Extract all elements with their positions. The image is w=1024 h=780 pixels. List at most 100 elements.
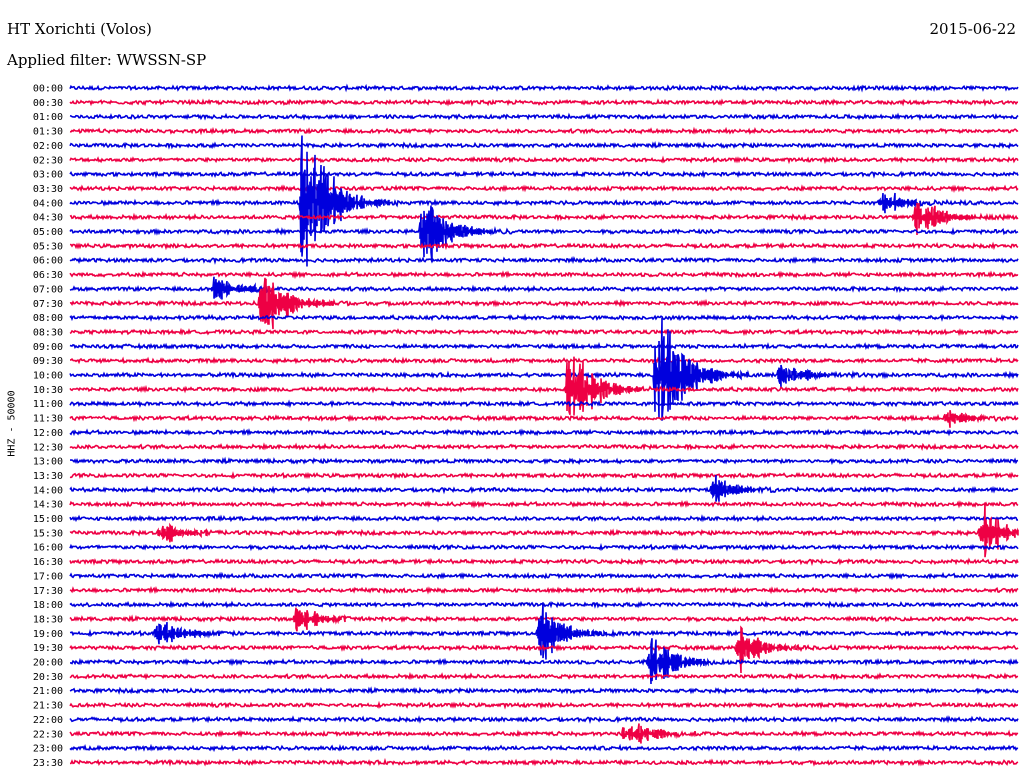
trace-0100 — [69, 112, 1019, 121]
row-time-label: 05:00 — [33, 227, 63, 238]
row-time-label: 19:00 — [33, 629, 63, 640]
trace-1230 — [69, 442, 1019, 452]
row-time-label: 13:30 — [33, 471, 63, 482]
trace-0900 — [69, 342, 1019, 351]
row-time-label: 20:00 — [33, 658, 63, 669]
trace-1430 — [69, 499, 1019, 509]
row-time-label: 21:00 — [33, 686, 63, 697]
trace-0430 — [69, 202, 1019, 236]
trace-1630 — [69, 557, 1019, 567]
row-time-label: 18:00 — [33, 600, 63, 611]
trace-2030 — [69, 671, 1019, 681]
trace-0830 — [69, 327, 1019, 337]
row-time-label: 12:00 — [33, 428, 63, 439]
row-time-label: 16:30 — [33, 557, 63, 568]
row-time-label: 06:30 — [33, 270, 63, 281]
trace-0800 — [69, 313, 1019, 322]
row-time-label: 04:30 — [33, 213, 63, 224]
trace-1600 — [69, 542, 1019, 552]
row-time-label: 00:00 — [33, 84, 63, 95]
trace-2130 — [69, 700, 1018, 710]
row-time-label: 20:30 — [33, 672, 63, 683]
trace-2300 — [69, 743, 1019, 753]
trace-0700 — [69, 276, 1019, 300]
date-label: 2015-06-22 — [929, 20, 1016, 38]
trace-2000 — [70, 638, 1019, 685]
row-time-label: 01:00 — [33, 112, 63, 123]
row-time-label: 10:00 — [33, 371, 63, 382]
row-time-label: 02:00 — [33, 141, 63, 152]
trace-2100 — [69, 686, 1019, 695]
row-time-label: 05:30 — [33, 241, 63, 252]
trace-2330 — [69, 757, 1019, 767]
row-time-label: 22:00 — [33, 715, 63, 726]
row-time-label: 00:30 — [33, 98, 63, 109]
trace-0130 — [69, 126, 1019, 136]
trace-1330 — [69, 471, 1019, 480]
trace-1800 — [69, 600, 1019, 609]
trace-0030 — [69, 98, 1019, 107]
trace-1130 — [69, 410, 1019, 428]
trace-0530 — [69, 241, 1019, 251]
row-time-label: 03:30 — [33, 184, 63, 195]
trace-0230 — [69, 155, 1019, 165]
row-time-label: 23:00 — [33, 744, 63, 755]
trace-1830 — [69, 607, 1019, 632]
trace-1700 — [69, 571, 1019, 581]
row-time-label: 18:30 — [33, 614, 63, 625]
trace-0000 — [69, 83, 1019, 93]
row-time-label: 15:00 — [33, 514, 63, 525]
row-time-label: 10:30 — [33, 385, 63, 396]
row-time-label: 06:00 — [33, 256, 63, 267]
row-time-label: 14:30 — [33, 500, 63, 511]
row-time-label: 16:00 — [33, 543, 63, 554]
trace-1300 — [70, 456, 1019, 466]
trace-0730 — [69, 277, 1019, 330]
row-time-label: 21:30 — [33, 701, 63, 712]
row-time-label: 17:00 — [33, 571, 63, 582]
row-time-label: 09:30 — [33, 356, 63, 367]
row-time-label: 19:30 — [33, 643, 63, 654]
row-time-label: 07:00 — [33, 284, 63, 295]
row-time-label: 04:00 — [33, 198, 63, 209]
row-time-label: 01:30 — [33, 127, 63, 138]
trace-2200 — [69, 715, 1019, 725]
trace-0930 — [70, 356, 1019, 365]
row-time-label: 08:30 — [33, 327, 63, 338]
row-time-label: 08:00 — [33, 313, 63, 324]
trace-0500 — [69, 205, 1019, 262]
row-time-label: 09:00 — [33, 342, 63, 353]
trace-1100 — [69, 399, 1019, 409]
trace-1200 — [69, 428, 1019, 437]
trace-1000 — [69, 317, 1019, 421]
trace-1930 — [69, 625, 1019, 674]
trace-1500 — [69, 514, 1019, 523]
station-title: HT Xorichti (Volos) — [7, 20, 152, 38]
row-time-label: 13:00 — [33, 457, 63, 468]
trace-1730 — [69, 586, 1019, 595]
row-time-label: 17:30 — [33, 586, 63, 597]
row-time-label: 11:00 — [33, 399, 63, 410]
trace-1400 — [69, 475, 1019, 502]
trace-0200 — [69, 140, 1019, 150]
row-time-label: 14:00 — [33, 485, 63, 496]
row-time-label: 15:30 — [33, 528, 63, 539]
trace-1530 — [69, 502, 1019, 558]
trace-0330 — [69, 184, 1019, 193]
row-time-label: 23:30 — [33, 758, 63, 769]
row-time-label: 11:30 — [33, 414, 63, 425]
trace-0600 — [69, 256, 1019, 265]
row-time-label: 02:30 — [33, 155, 63, 166]
trace-0630 — [69, 270, 1019, 280]
row-time-label: 07:30 — [33, 299, 63, 310]
trace-0300 — [69, 169, 1019, 179]
row-time-label: 12:30 — [33, 442, 63, 453]
trace-0400 — [69, 135, 1019, 267]
trace-2230 — [69, 723, 1019, 744]
row-time-label: 03:00 — [33, 170, 63, 181]
trace-1900 — [69, 602, 1019, 660]
row-time-label: 22:30 — [33, 729, 63, 740]
trace-1030 — [69, 356, 1019, 416]
filter-label: Applied filter: WWSSN-SP — [7, 51, 207, 69]
